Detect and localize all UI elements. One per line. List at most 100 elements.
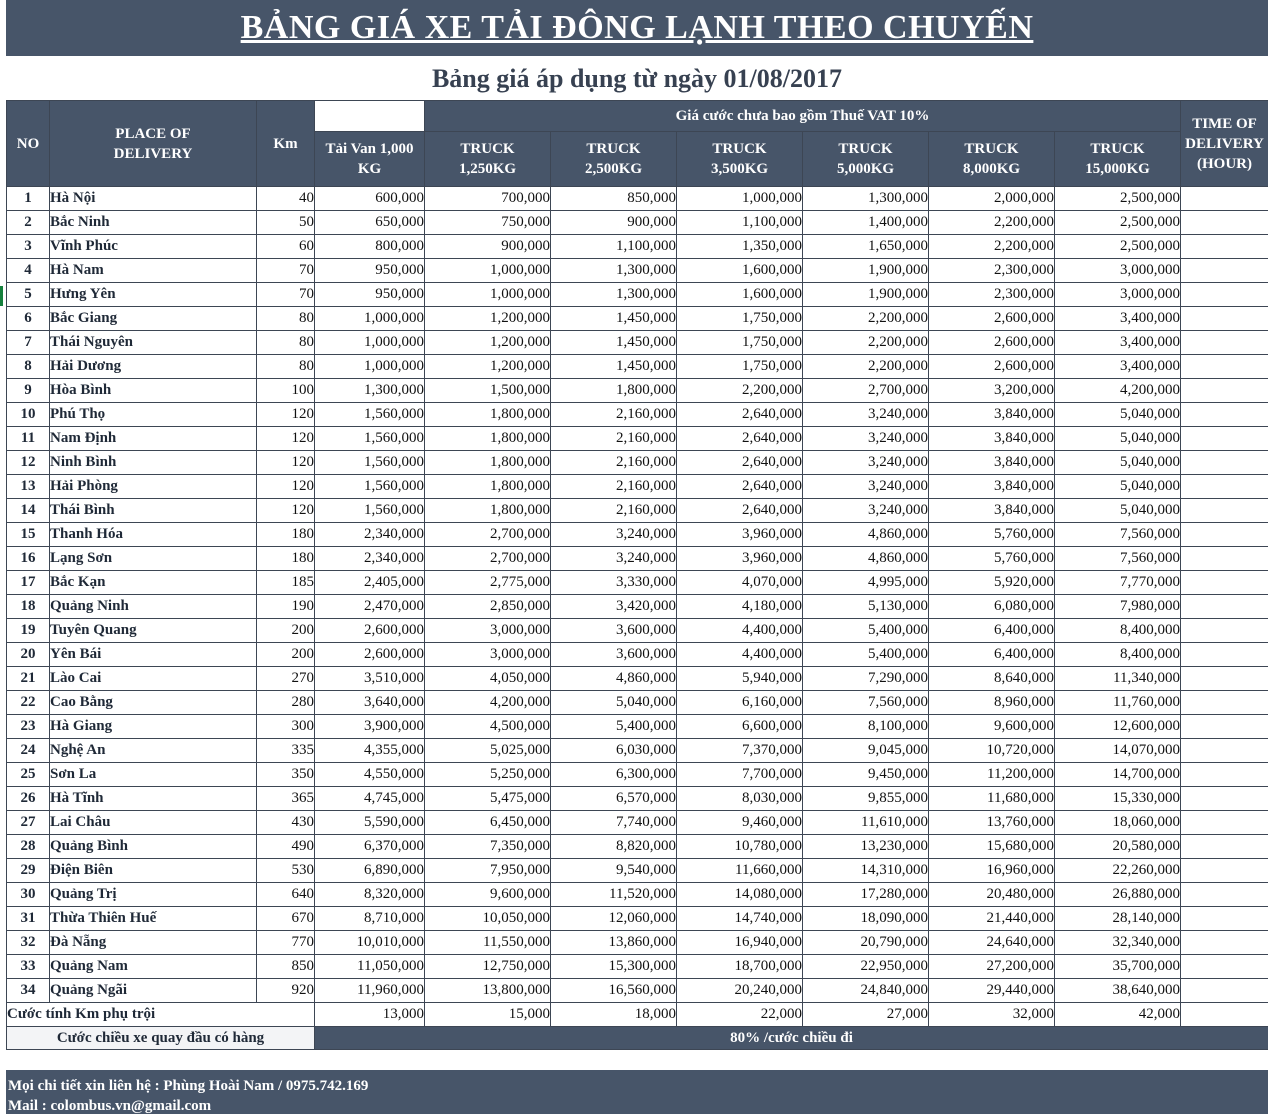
row-price-4: 2,200,000	[803, 307, 929, 331]
row-price-6: 5,040,000	[1055, 475, 1181, 499]
row-price-5: 2,200,000	[929, 235, 1055, 259]
row-place: Ninh Bình	[50, 451, 257, 475]
row-price-5: 24,640,000	[929, 931, 1055, 955]
row-price-1: 3,000,000	[425, 619, 551, 643]
row-price-2: 1,450,000	[551, 355, 677, 379]
row-km: 50	[257, 211, 315, 235]
row-no: 19	[7, 619, 50, 643]
row-price-4: 2,200,000	[803, 331, 929, 355]
row-price-4: 9,855,000	[803, 787, 929, 811]
row-price-4: 9,450,000	[803, 763, 929, 787]
row-time	[1181, 499, 1268, 523]
row-price-2: 11,520,000	[551, 883, 677, 907]
row-no: 5	[7, 283, 50, 307]
row-price-4: 17,280,000	[803, 883, 929, 907]
row-price-1: 1,200,000	[425, 331, 551, 355]
row-price-0: 6,370,000	[315, 835, 425, 859]
extra-km-price-0: 13,000	[315, 1003, 425, 1027]
row-price-6: 5,040,000	[1055, 499, 1181, 523]
extra-km-label: Cước tính Km phụ trội	[7, 1003, 315, 1027]
row-no: 26	[7, 787, 50, 811]
row-no: 14	[7, 499, 50, 523]
row-time	[1181, 355, 1268, 379]
row-price-5: 3,840,000	[929, 475, 1055, 499]
row-price-1: 1,800,000	[425, 451, 551, 475]
row-price-4: 3,240,000	[803, 475, 929, 499]
return-trip-value: 80% /cước chiều đi	[315, 1027, 1268, 1050]
row-price-5: 3,840,000	[929, 427, 1055, 451]
row-price-4: 24,840,000	[803, 979, 929, 1003]
row-price-2: 900,000	[551, 211, 677, 235]
row-no: 30	[7, 883, 50, 907]
row-km: 530	[257, 859, 315, 883]
row-price-3: 4,400,000	[677, 619, 803, 643]
row-time	[1181, 379, 1268, 403]
row-price-3: 1,350,000	[677, 235, 803, 259]
row-time	[1181, 667, 1268, 691]
row-km: 120	[257, 475, 315, 499]
extra-km-price-5: 32,000	[929, 1003, 1055, 1027]
row-price-0: 1,300,000	[315, 379, 425, 403]
row-place: Tuyên Quang	[50, 619, 257, 643]
row-price-1: 4,500,000	[425, 715, 551, 739]
row-price-3: 4,400,000	[677, 643, 803, 667]
row-no: 6	[7, 307, 50, 331]
row-price-2: 2,160,000	[551, 403, 677, 427]
row-price-3: 16,940,000	[677, 931, 803, 955]
row-km: 640	[257, 883, 315, 907]
extra-km-time	[1181, 1003, 1268, 1027]
row-no: 12	[7, 451, 50, 475]
row-price-4: 14,310,000	[803, 859, 929, 883]
row-no: 4	[7, 259, 50, 283]
row-no: 3	[7, 235, 50, 259]
row-place: Lạng Sơn	[50, 547, 257, 571]
row-price-6: 3,400,000	[1055, 355, 1181, 379]
row-time	[1181, 835, 1268, 859]
row-price-6: 7,560,000	[1055, 523, 1181, 547]
row-time	[1181, 859, 1268, 883]
row-price-6: 22,260,000	[1055, 859, 1181, 883]
row-price-3: 18,700,000	[677, 955, 803, 979]
row-price-0: 8,710,000	[315, 907, 425, 931]
row-price-2: 9,540,000	[551, 859, 677, 883]
row-price-2: 2,160,000	[551, 427, 677, 451]
row-price-2: 3,600,000	[551, 643, 677, 667]
row-price-4: 8,100,000	[803, 715, 929, 739]
row-price-2: 3,330,000	[551, 571, 677, 595]
row-place: Cao Bằng	[50, 691, 257, 715]
row-price-5: 5,760,000	[929, 547, 1055, 571]
row-km: 190	[257, 595, 315, 619]
row-price-6: 32,340,000	[1055, 931, 1181, 955]
row-price-2: 1,300,000	[551, 259, 677, 283]
row-price-1: 2,700,000	[425, 547, 551, 571]
row-price-0: 10,010,000	[315, 931, 425, 955]
row-place: Hưng Yên	[50, 283, 257, 307]
row-price-5: 3,840,000	[929, 499, 1055, 523]
row-price-0: 1,560,000	[315, 499, 425, 523]
row-km: 120	[257, 451, 315, 475]
row-place: Sơn La	[50, 763, 257, 787]
row-place: Đà Nẵng	[50, 931, 257, 955]
row-price-0: 2,470,000	[315, 595, 425, 619]
row-time	[1181, 475, 1268, 499]
row-price-5: 29,440,000	[929, 979, 1055, 1003]
row-time	[1181, 619, 1268, 643]
row-price-6: 3,000,000	[1055, 283, 1181, 307]
row-price-1: 1,000,000	[425, 259, 551, 283]
row-time	[1181, 547, 1268, 571]
row-price-5: 3,840,000	[929, 403, 1055, 427]
row-price-6: 3,400,000	[1055, 331, 1181, 355]
row-price-1: 5,475,000	[425, 787, 551, 811]
row-price-5: 2,300,000	[929, 259, 1055, 283]
row-no: 18	[7, 595, 50, 619]
